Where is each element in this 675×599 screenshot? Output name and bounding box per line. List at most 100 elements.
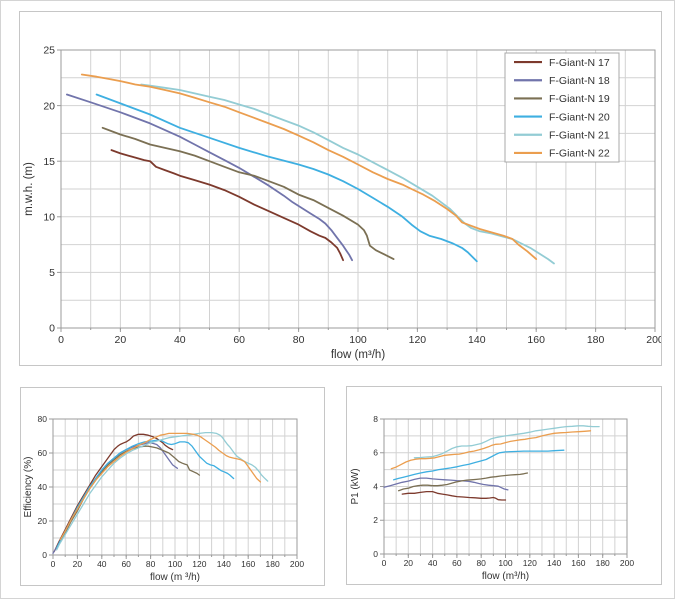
y-tick-label: 0 <box>42 550 47 560</box>
x-tick-label: 80 <box>476 558 486 568</box>
x-tick-label: 140 <box>547 558 561 568</box>
series-line-f-giant-n-22 <box>390 430 592 470</box>
x-tick-label: 60 <box>233 334 245 346</box>
gridlines <box>53 419 297 555</box>
series-line-f-giant-n-21 <box>140 83 555 265</box>
x-tick-label: 200 <box>620 558 634 568</box>
series-line-f-giant-n-17 <box>401 490 507 501</box>
gridlines <box>61 50 655 328</box>
tick-labels: 0 20 40 60 80 100 120 140 160 180 200 0 5 10 15 20 25 <box>43 45 661 346</box>
x-tick-label: 120 <box>409 334 427 346</box>
legend-item: F-Giant-N 21 <box>514 129 610 141</box>
x-tick-label: 0 <box>51 559 56 569</box>
legend-label: F-Giant-N 20 <box>549 111 610 123</box>
x-tick-label: 180 <box>587 334 605 346</box>
series-line-f-giant-n-17 <box>110 149 345 262</box>
y-axis-label: m.w.h. (m) <box>23 162 35 216</box>
x-tick-label: 160 <box>571 558 585 568</box>
x-tick-label: 0 <box>58 334 64 346</box>
y-tick-label: 60 <box>38 448 48 458</box>
y-tick-label: 8 <box>373 414 378 424</box>
x-tick-label: 80 <box>293 334 305 346</box>
x-tick-label: 180 <box>596 558 610 568</box>
x-tick-label: 80 <box>146 559 156 569</box>
x-axis-label: flow (m³/h) <box>482 571 529 582</box>
power-chart: 0 20 40 60 80 100 120 140 160 180 200 0 2 4 6 8 flow (m³… <box>350 414 634 582</box>
y-tick-label: 0 <box>49 323 55 335</box>
tick-labels: 0 20 40 60 80 100 120 140 160 180 200 0 2 4 6 8 <box>373 414 634 568</box>
series-line-f-giant-n-18 <box>383 477 509 491</box>
legend-item: F-Giant-N 22 <box>514 148 610 160</box>
series-line-f-giant-n-18 <box>66 93 354 262</box>
x-tick-label: 0 <box>382 558 387 568</box>
y-tick-label: 20 <box>38 516 48 526</box>
x-tick-label: 100 <box>168 559 182 569</box>
x-tick-label: 20 <box>73 559 83 569</box>
legend-label: F-Giant-N 22 <box>549 148 610 160</box>
x-axis-label: flow (m³/h) <box>331 349 385 361</box>
x-axis-label: flow (m ³/h) <box>150 572 200 583</box>
y-tick-label: 80 <box>38 414 48 424</box>
efficiency-chart-panel: 0 20 40 60 80 100 120 140 160 180 200 0 20 40 60 80 flow… <box>20 387 325 586</box>
x-tick-label: 40 <box>428 558 438 568</box>
series-line-f-giant-n-19 <box>397 472 529 492</box>
x-tick-label: 120 <box>523 558 537 568</box>
y-tick-label: 6 <box>373 448 378 458</box>
tick-marks <box>49 418 298 559</box>
x-tick-label: 60 <box>121 559 131 569</box>
legend-item: F-Giant-N 19 <box>514 93 610 105</box>
legend-item: F-Giant-N 17 <box>514 57 610 69</box>
y-tick-label: 2 <box>373 515 378 525</box>
y-tick-label: 15 <box>43 156 55 168</box>
series-line-f-giant-n-22 <box>80 73 538 261</box>
x-tick-label: 160 <box>241 559 255 569</box>
legend-label: F-Giant-N 17 <box>549 57 610 69</box>
series-line-f-giant-n-20 <box>95 93 478 263</box>
x-tick-label: 100 <box>498 558 512 568</box>
legend-label: F-Giant-N 21 <box>549 129 610 141</box>
power-chart-panel: 0 20 40 60 80 100 120 140 160 180 200 0 2 4 6 8 flow (m³… <box>346 386 662 585</box>
y-tick-label: 20 <box>43 100 55 112</box>
head-chart: 0 20 40 60 80 100 120 140 160 180 200 0 5 10 15 20 25 flo… <box>23 45 661 361</box>
y-axis-label: P1 (kW) <box>350 468 361 504</box>
x-tick-label: 20 <box>115 334 127 346</box>
efficiency-chart: 0 20 40 60 80 100 120 140 160 180 200 0 20 40 60 80 flow… <box>23 414 305 583</box>
x-tick-label: 200 <box>290 559 304 569</box>
y-tick-label: 10 <box>43 211 55 223</box>
legend-item: F-Giant-N 20 <box>514 111 610 123</box>
gridlines <box>384 419 627 554</box>
tick-marks <box>380 418 628 558</box>
x-tick-label: 160 <box>527 334 545 346</box>
x-tick-label: 140 <box>468 334 486 346</box>
legend-box <box>504 52 620 163</box>
series-line-f-giant-n-22 <box>59 432 262 541</box>
y-tick-label: 40 <box>38 482 48 492</box>
legend-label: F-Giant-N 18 <box>549 75 610 87</box>
x-tick-label: 140 <box>217 559 231 569</box>
series-line-f-giant-n-21 <box>413 425 600 459</box>
series-line-f-giant-n-20 <box>393 449 565 481</box>
y-tick-label: 0 <box>373 549 378 559</box>
x-tick-label: 100 <box>349 334 367 346</box>
legend: F-Giant-N 17 F-Giant-N 18 F-Giant-N 19 F-Gi… <box>504 52 620 163</box>
series-line-f-giant-n-19 <box>101 126 395 261</box>
x-tick-label: 40 <box>97 559 107 569</box>
series-line-f-giant-n-19 <box>56 445 201 549</box>
legend-item: F-Giant-N 18 <box>514 75 610 87</box>
x-tick-label: 180 <box>266 559 280 569</box>
x-tick-label: 60 <box>452 558 462 568</box>
head-chart-panel: 0 20 40 60 80 100 120 140 160 180 200 0 5 10 15 20 25 flo… <box>19 11 662 366</box>
series-line-f-giant-n-20 <box>56 439 235 549</box>
x-tick-label: 20 <box>404 558 414 568</box>
y-tick-label: 4 <box>373 481 378 491</box>
y-axis-label: Efficiency (%) <box>23 457 34 518</box>
y-tick-label: 25 <box>43 45 55 57</box>
legend-label: F-Giant-N 19 <box>549 93 610 105</box>
x-tick-label: 120 <box>192 559 206 569</box>
series-line-f-giant-n-17 <box>53 433 174 553</box>
x-tick-label: 40 <box>174 334 186 346</box>
tick-labels: 0 20 40 60 80 100 120 140 160 180 200 0 20 40 60 80 <box>38 414 305 569</box>
x-tick-label: 200 <box>646 334 661 346</box>
tick-marks <box>57 49 656 332</box>
